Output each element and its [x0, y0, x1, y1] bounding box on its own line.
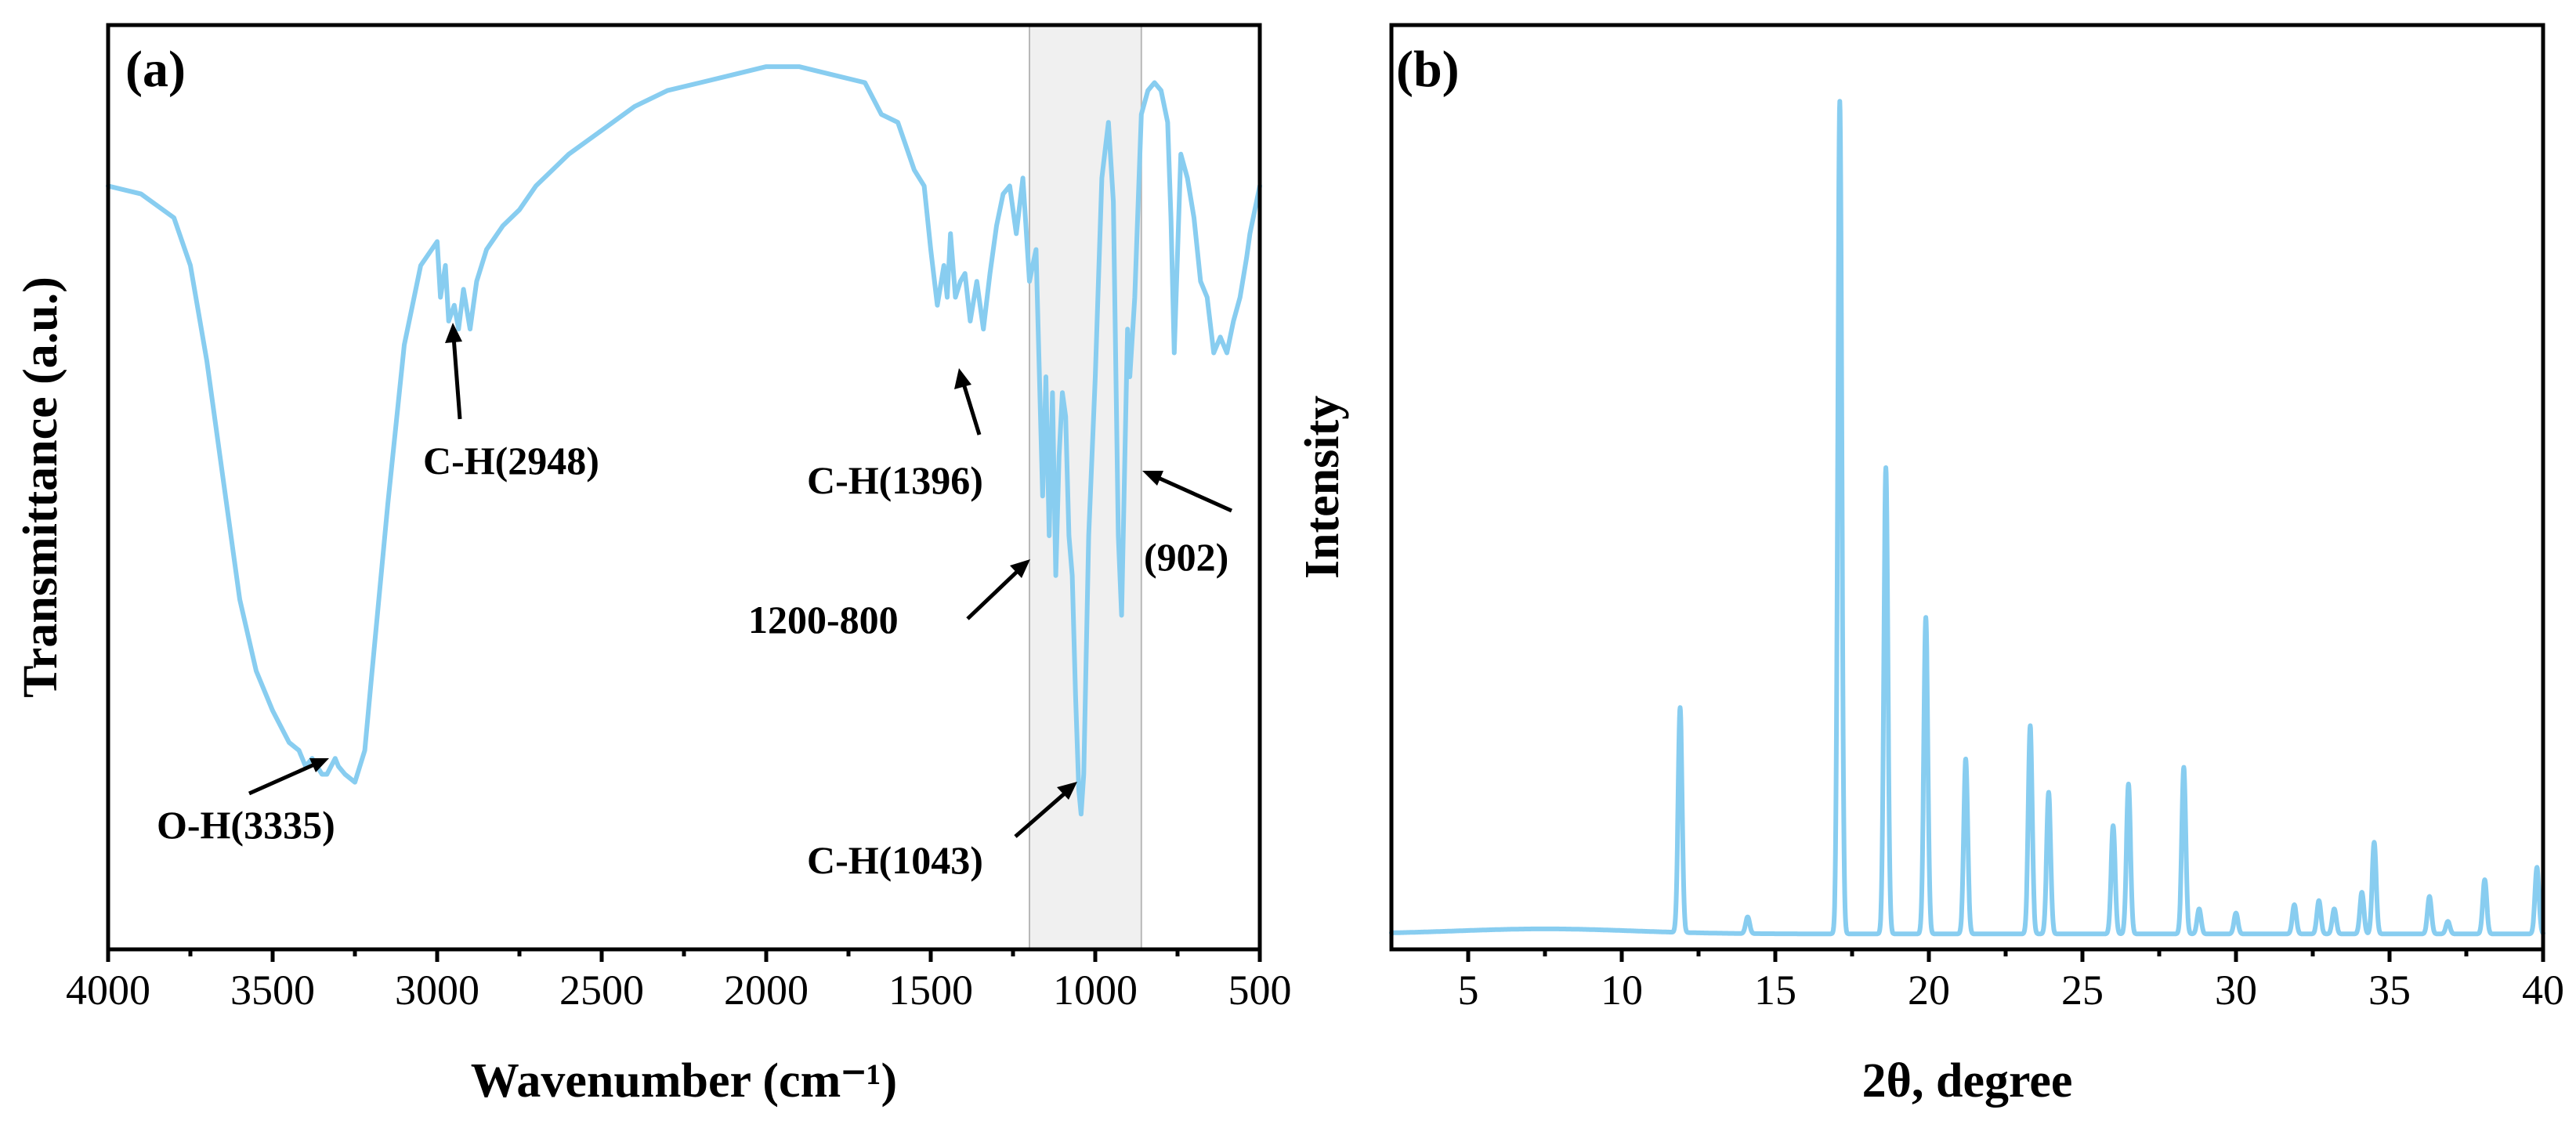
y-axis-title-a: Transmittance (a.u.): [14, 277, 67, 698]
x-tick-label-a-2500: 2500: [559, 967, 644, 1014]
x-tick-label-b-35: 35: [2368, 967, 2411, 1014]
arrow-ch1043: [1014, 791, 1067, 838]
xrd-pattern-line: [1389, 99, 2545, 937]
annotation-902: (902): [1144, 535, 1228, 579]
annotation-range: 1200-800: [748, 598, 899, 642]
x-tick-label-b-15: 15: [1754, 967, 1796, 1014]
x-axis-title-b: 2θ, degree: [1862, 1054, 2073, 1108]
x-tick-label-b-25: 25: [2061, 967, 2104, 1014]
arrow-ch1396: [961, 383, 982, 436]
arrowhead-ch1396: [954, 368, 971, 389]
plot-frame-b: [1389, 23, 2545, 952]
x-tick-label-b-10: 10: [1601, 967, 1643, 1014]
y-axis-title-b: Intensity: [1296, 396, 1349, 579]
x-tick-label-a-3500: 3500: [230, 967, 315, 1014]
arrow-ch2948: [451, 336, 462, 420]
x-tick-label-b-40: 40: [2522, 967, 2564, 1014]
x-tick-label-a-1500: 1500: [888, 967, 973, 1014]
x-tick-label-b-5: 5: [1458, 967, 1479, 1014]
x-axis-b: 5 10 15 20 25 30 35 40: [1458, 949, 2564, 1014]
arrowhead-902: [1142, 471, 1163, 486]
arrow-902: [1153, 474, 1233, 513]
x-tick-label-a-3000: 3000: [395, 967, 479, 1014]
x-tick-label-a-1000: 1000: [1053, 967, 1138, 1014]
annotation-ch1396: C-H(1396): [807, 458, 983, 502]
panel-label-b: (b): [1396, 41, 1460, 98]
x-tick-label-a-2000: 2000: [724, 967, 809, 1014]
arrow-oh: [248, 760, 321, 796]
panel-a: 4000 3500 3000 2500 2000 1500 1000 500 (a) Wave…: [14, 23, 1292, 1108]
x-tick-label-a-500: 500: [1228, 967, 1292, 1014]
panel-b: 5 10 15 20 25 30 35 40 (b) 2θ, degree Intensity: [1296, 23, 2564, 1108]
arrowhead-oh: [309, 758, 329, 772]
panel-label-a: (a): [125, 41, 186, 98]
arrowhead-ch1043: [1057, 782, 1077, 800]
x-tick-label-b-30: 30: [2215, 967, 2257, 1014]
x-tick-label-b-20: 20: [1908, 967, 1950, 1014]
arrow-range: [966, 569, 1020, 620]
x-tick-label-a-4000: 4000: [66, 967, 150, 1014]
x-axis-a: 4000 3500 3000 2500 2000 1500 1000 500: [66, 949, 1292, 1014]
ftir-spectrum-line: [106, 64, 1262, 817]
annotation-ch1043: C-H(1043): [807, 838, 983, 882]
annotation-oh: O-H(3335): [157, 803, 335, 847]
arrowhead-range: [1010, 559, 1030, 578]
x-axis-title-a: Wavenumber (cm⁻¹): [471, 1054, 897, 1108]
annotation-ch2948: C-H(2948): [423, 439, 599, 483]
arrowhead-ch2948: [445, 323, 462, 343]
